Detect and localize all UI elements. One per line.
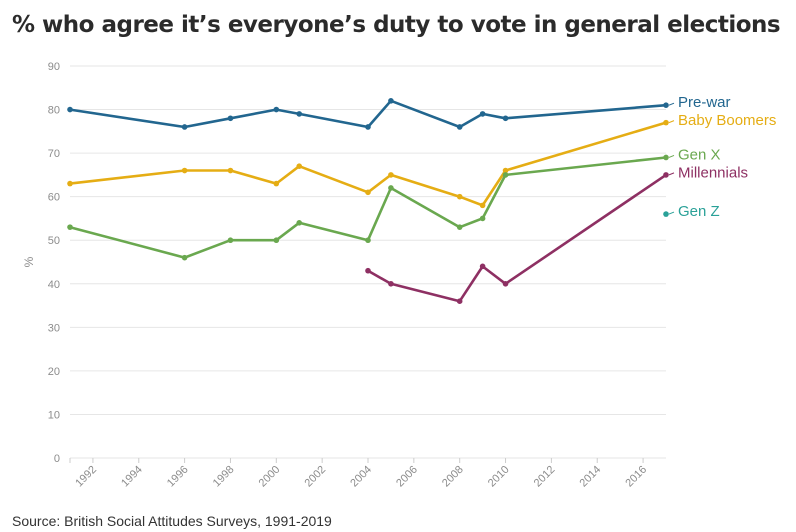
label-connector-pre-war bbox=[668, 102, 675, 106]
point-baby-boomers-2010 bbox=[502, 167, 509, 174]
series-line-millennials bbox=[367, 173, 667, 303]
point-gen-z-2017 bbox=[663, 211, 669, 217]
point-gen-x-2009 bbox=[479, 215, 486, 222]
y-axis-label: % bbox=[22, 256, 36, 267]
point-baby-boomers-1991 bbox=[67, 180, 73, 187]
series-label-gen-x: Gen X bbox=[678, 146, 721, 163]
point-pre-war-2000 bbox=[273, 106, 280, 113]
label-connector-baby-boomers bbox=[668, 120, 675, 124]
point-pre-war-2009 bbox=[479, 111, 486, 117]
label-connector-gen-x bbox=[668, 155, 675, 158]
point-pre-war-1998 bbox=[227, 115, 234, 122]
point-gen-x-2005 bbox=[388, 185, 394, 191]
source-note: Source: British Social Attitudes Surveys… bbox=[12, 513, 332, 529]
point-millennials-2010 bbox=[502, 280, 509, 287]
x-tick-2004: 2004 bbox=[348, 464, 374, 490]
y-tick-80: 80 bbox=[48, 105, 60, 117]
point-millennials-2004 bbox=[365, 267, 371, 274]
point-baby-boomers-2001 bbox=[296, 163, 303, 169]
series-label-pre-war: Pre-war bbox=[678, 94, 731, 111]
x-tick-2012: 2012 bbox=[532, 464, 558, 490]
point-baby-boomers-1996 bbox=[181, 167, 188, 174]
point-pre-war-1991 bbox=[67, 106, 73, 113]
point-gen-x-1998 bbox=[227, 237, 234, 244]
point-gen-x-2010 bbox=[502, 172, 509, 178]
point-baby-boomers-2004 bbox=[365, 189, 371, 196]
point-baby-boomers-2005 bbox=[388, 172, 394, 178]
x-tick-2002: 2002 bbox=[302, 464, 328, 490]
x-tick-1992: 1992 bbox=[73, 464, 99, 490]
point-gen-x-2004 bbox=[365, 237, 371, 244]
point-pre-war-2001 bbox=[296, 111, 303, 117]
series-label-gen-z: Gen Z bbox=[678, 203, 720, 220]
point-gen-x-1996 bbox=[181, 254, 188, 261]
point-gen-x-1991 bbox=[67, 224, 73, 230]
point-millennials-2017 bbox=[663, 172, 669, 178]
point-baby-boomers-1998 bbox=[227, 167, 234, 174]
point-gen-x-2001 bbox=[296, 220, 303, 226]
y-tick-10: 10 bbox=[48, 409, 60, 421]
line-chart: 0 10 20 30 40 50 60 70 80 90 1992 1994 1996 1998 2000… bbox=[22, 61, 776, 490]
point-pre-war-2005 bbox=[388, 98, 394, 104]
x-tick-1998: 1998 bbox=[211, 464, 237, 490]
point-baby-boomers-2009 bbox=[479, 202, 486, 209]
series-label-millennials: Millennials bbox=[678, 164, 748, 181]
x-tick-labels: 1992 1994 1996 1998 2000 2002 2004 2006 2008 2010… bbox=[73, 464, 649, 490]
point-millennials-2008 bbox=[456, 298, 463, 305]
x-tick-2006: 2006 bbox=[394, 464, 420, 490]
series-label-baby-boomers: Baby Boomers bbox=[678, 112, 776, 129]
y-tick-70: 70 bbox=[48, 148, 60, 160]
y-tick-20: 20 bbox=[48, 366, 60, 378]
series-line-pre-war bbox=[69, 99, 667, 129]
y-tick-40: 40 bbox=[48, 279, 60, 291]
point-gen-x-2008 bbox=[456, 224, 463, 230]
x-tick-2010: 2010 bbox=[486, 464, 512, 490]
point-baby-boomers-2000 bbox=[273, 180, 280, 187]
series-points bbox=[67, 98, 669, 305]
x-tick-1996: 1996 bbox=[165, 464, 191, 490]
x-tick-2016: 2016 bbox=[623, 464, 649, 490]
point-pre-war-2004 bbox=[365, 124, 371, 130]
chart-title: % who agree it’s everyone’s duty to vote… bbox=[12, 12, 781, 38]
label-connector-gen-z bbox=[668, 211, 675, 215]
y-tick-labels: 0 10 20 30 40 50 60 70 80 90 bbox=[48, 61, 60, 465]
y-tick-50: 50 bbox=[48, 235, 60, 247]
point-millennials-2009 bbox=[479, 263, 486, 270]
x-tick-2014: 2014 bbox=[578, 464, 604, 490]
point-gen-x-2017 bbox=[663, 154, 669, 161]
point-millennials-2005 bbox=[388, 280, 394, 287]
point-pre-war-2008 bbox=[456, 124, 463, 130]
x-tick-2008: 2008 bbox=[440, 464, 466, 490]
label-connector-millennials bbox=[668, 172, 675, 176]
y-tick-0: 0 bbox=[54, 453, 60, 465]
y-tick-30: 30 bbox=[48, 322, 60, 334]
point-gen-x-2000 bbox=[273, 237, 280, 244]
point-pre-war-2010 bbox=[502, 115, 509, 122]
point-pre-war-2017 bbox=[663, 102, 669, 108]
point-baby-boomers-2008 bbox=[456, 193, 463, 200]
x-tick-2000: 2000 bbox=[257, 464, 283, 490]
y-gridlines bbox=[69, 65, 666, 463]
point-baby-boomers-2017 bbox=[663, 119, 669, 126]
point-pre-war-1996 bbox=[181, 124, 188, 130]
y-tick-60: 60 bbox=[48, 192, 60, 204]
x-tick-1994: 1994 bbox=[119, 464, 145, 490]
y-tick-90: 90 bbox=[48, 61, 60, 73]
